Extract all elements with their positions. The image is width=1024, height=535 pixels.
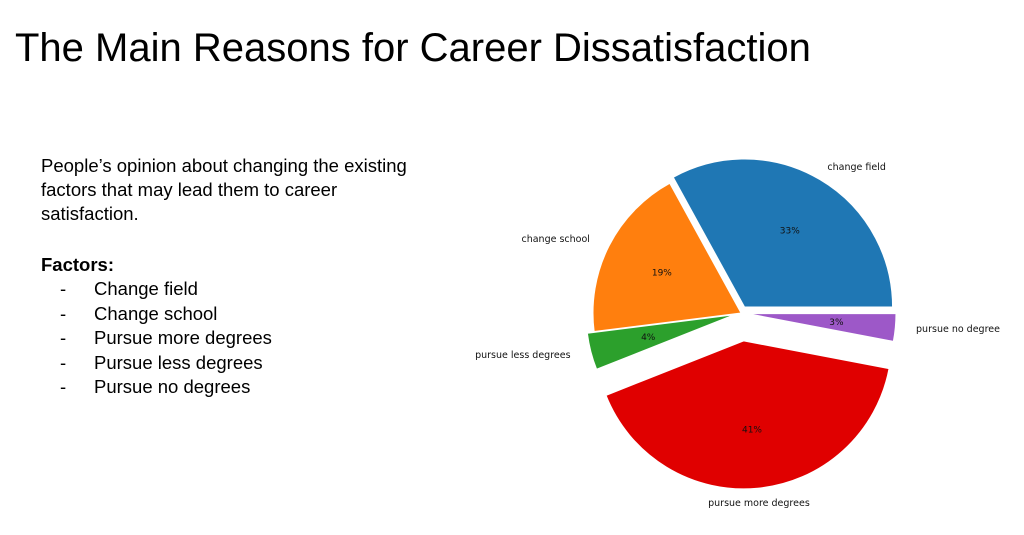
pie-slice-pursue-no-degree — [747, 313, 897, 342]
list-dash: - — [60, 327, 67, 348]
list-item: - Change field — [41, 277, 272, 302]
slice-label-pursue-no-degree: pursue no degree — [916, 324, 1000, 335]
pie-slice-change-field — [672, 158, 894, 308]
pie-slice-pursue-less-degrees — [586, 314, 735, 370]
slice-label-change-school: change school — [521, 234, 589, 245]
factors-heading: Factors: — [41, 254, 114, 275]
list-dash: - — [60, 302, 67, 324]
pie-slice-pursue-more-degrees — [605, 340, 890, 490]
list-item: - Pursue more degrees — [41, 326, 272, 351]
pct-label-change-field: 33% — [780, 227, 800, 237]
slice-label-pursue-less-degrees: pursue less degrees — [475, 350, 570, 361]
factor-label: Pursue more degrees — [94, 327, 272, 348]
pie-slice-change-school — [592, 182, 742, 333]
factor-label: Pursue no degrees — [94, 376, 251, 397]
list-item: - Change school — [41, 302, 272, 327]
pct-label-pursue-no-degree: 3% — [829, 318, 844, 328]
list-dash: - — [60, 351, 67, 373]
list-item: - Pursue no degrees — [41, 375, 272, 400]
factor-label: Change field — [94, 278, 198, 299]
factors-list: - Change field - Change school - Pursue mor… — [41, 277, 272, 400]
slice-label-pursue-more-degrees: pursue more degrees — [708, 498, 810, 509]
pct-label-pursue-more-degrees: 41% — [742, 425, 762, 435]
factor-label: Change school — [94, 302, 218, 324]
list-dash: - — [60, 278, 67, 299]
pct-label-pursue-less-degrees: 4% — [641, 333, 656, 343]
page-title: The Main Reasons for Career Dissatisfact… — [15, 26, 811, 70]
factor-label: Pursue less degrees — [94, 351, 263, 373]
intro-text: People’s opinion about changing the exis… — [41, 155, 407, 224]
list-dash: - — [60, 376, 67, 397]
list-item: - Pursue less degrees — [41, 351, 272, 376]
pct-label-change-school: 19% — [652, 269, 672, 279]
slice-label-change-field: change field — [827, 162, 885, 173]
